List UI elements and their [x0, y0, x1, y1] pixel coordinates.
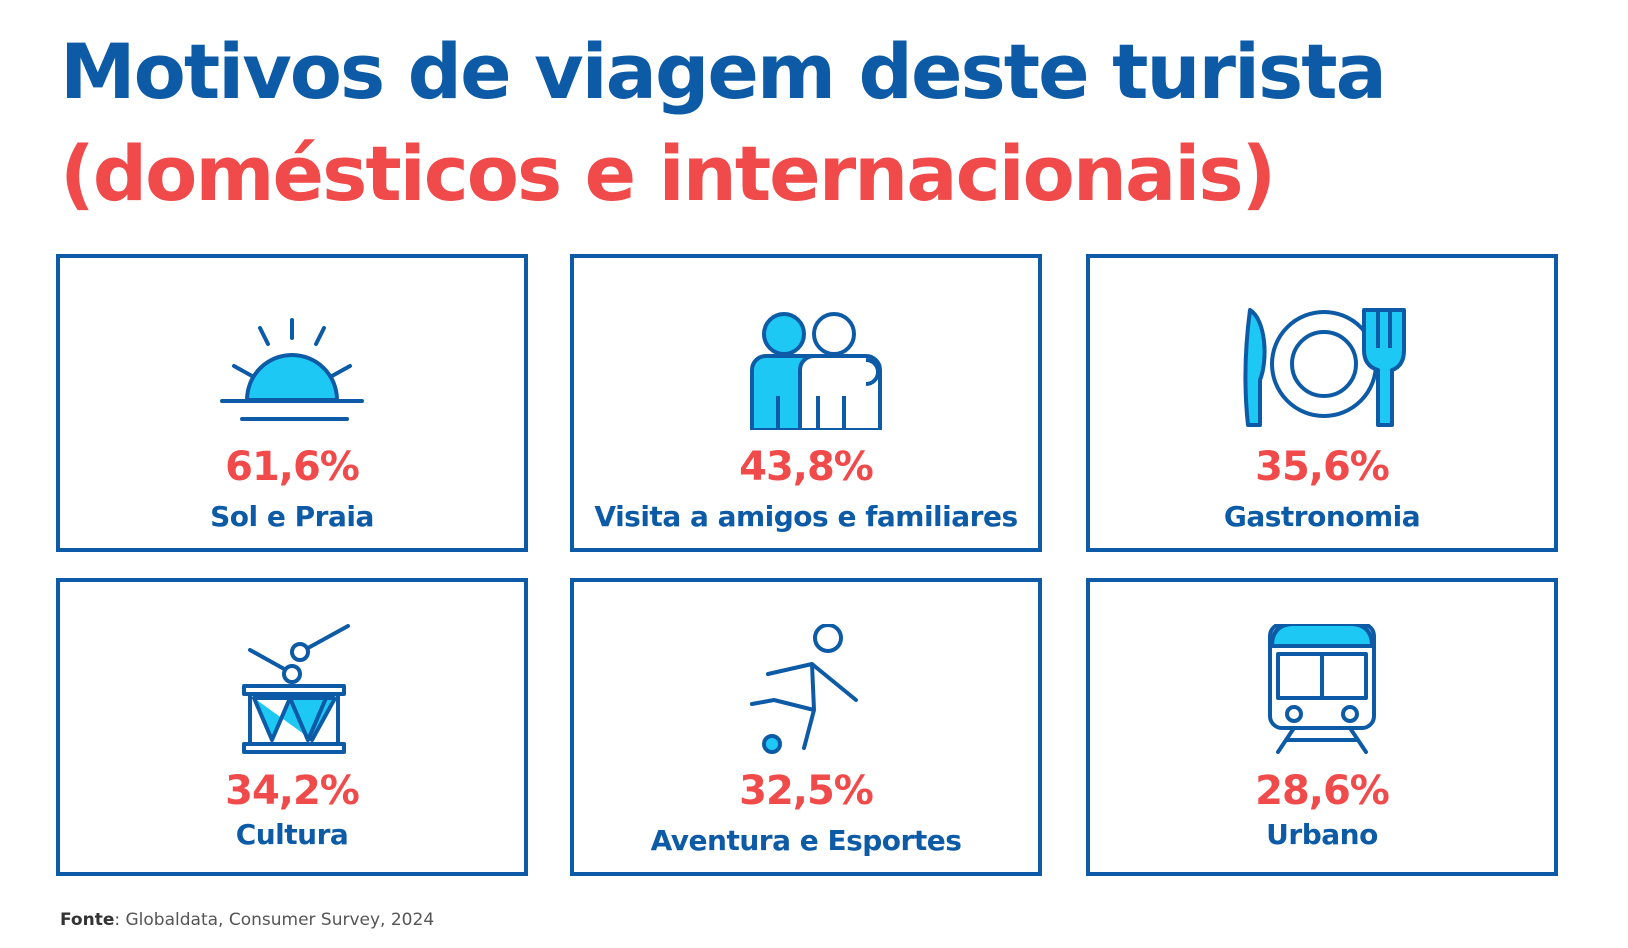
- card-sol-e-praia: 61,6% Sol e Praia: [56, 254, 528, 552]
- drum-icon: [202, 624, 382, 754]
- soccer-player-icon: [716, 624, 896, 754]
- card-percent: 43,8%: [739, 444, 874, 490]
- card-percent: 32,5%: [739, 768, 874, 814]
- source-label: Fonte: [60, 910, 115, 930]
- card-aventura-esportes: 32,5% Aventura e Esportes: [570, 578, 1042, 876]
- card-label: Visita a amigos e familiares: [594, 500, 1018, 533]
- card-visita-amigos: 43,8% Visita a amigos e familiares: [570, 254, 1042, 552]
- people-icon: [716, 300, 896, 430]
- card-label: Urbano: [1266, 818, 1378, 851]
- card-label: Aventura e Esportes: [650, 824, 962, 857]
- card-gastronomia: 35,6% Gastronomia: [1086, 254, 1558, 552]
- source-text: : Globaldata, Consumer Survey, 2024: [114, 910, 435, 930]
- train-icon: [1232, 624, 1412, 754]
- card-label: Sol e Praia: [210, 500, 374, 533]
- page-title: Motivos de viagem deste turista: [60, 27, 1387, 116]
- card-label: Cultura: [235, 818, 349, 851]
- card-percent: 34,2%: [225, 768, 360, 814]
- plate-cutlery-icon: [1232, 300, 1412, 430]
- card-urbano: 28,6% Urbano: [1086, 578, 1558, 876]
- card-percent: 61,6%: [225, 444, 360, 490]
- card-percent: 28,6%: [1255, 768, 1390, 814]
- sunset-icon: [202, 300, 382, 430]
- source-note: Fonte: Globaldata, Consumer Survey, 2024: [60, 910, 434, 930]
- card-cultura: 34,2% Cultura: [56, 578, 528, 876]
- page-subtitle: (domésticos e internacionais): [60, 129, 1276, 218]
- card-percent: 35,6%: [1255, 444, 1390, 490]
- card-label: Gastronomia: [1223, 500, 1421, 533]
